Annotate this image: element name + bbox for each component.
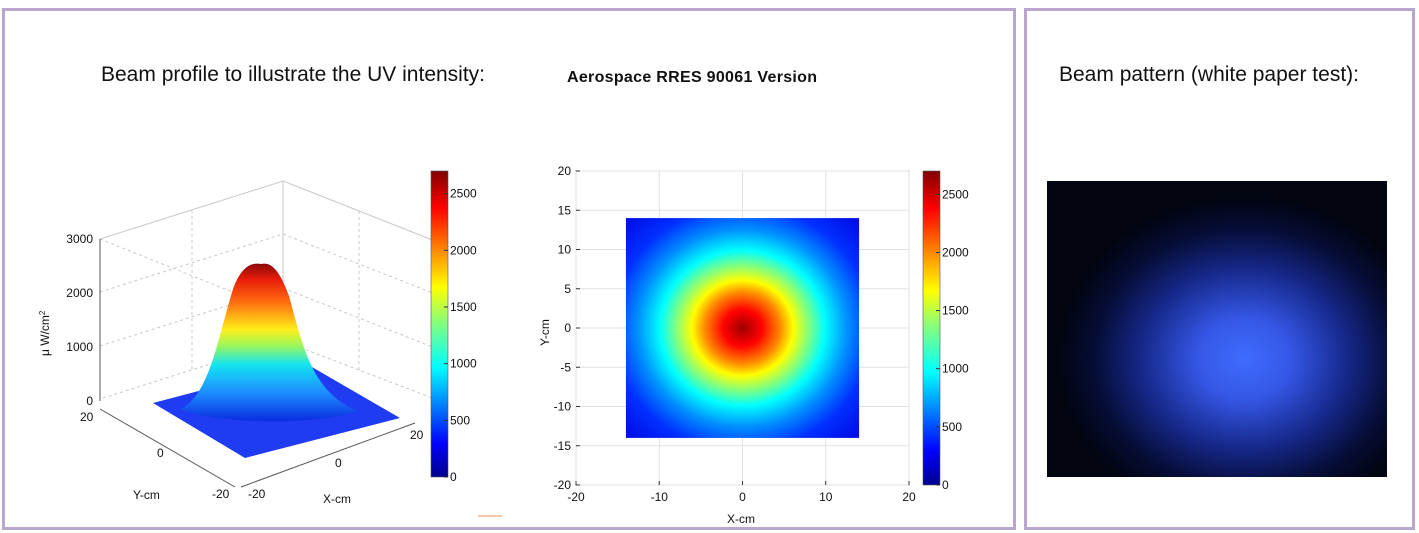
y-tick-label: 20	[558, 164, 572, 178]
y-axis-label-3d: Y-cm	[133, 488, 160, 502]
y-tick-label: 5	[564, 282, 571, 296]
z-tick-label: 0	[86, 394, 93, 408]
colorbar-tick-label: 0	[450, 470, 457, 484]
beam-pattern-panel: Beam pattern (white paper test):	[1024, 8, 1415, 530]
heatmap-image	[625, 218, 860, 438]
heatmap-x-label: X-cm	[727, 512, 755, 526]
heatmap-y-label: Y-cm	[538, 319, 552, 346]
colorbar-tick-label: 500	[450, 413, 470, 427]
y-tick-label: -15	[554, 439, 572, 453]
colorbar-tick-label: 1500	[450, 300, 477, 314]
z-axis-label: μ W/cm2	[38, 310, 53, 356]
y-tick-label: 0	[564, 321, 571, 335]
colorbar-tick-label: 1500	[942, 304, 969, 318]
x-tick-label: -20	[567, 490, 585, 504]
x-axis-label-3d: X-cm	[323, 492, 351, 506]
surface-peak	[181, 263, 357, 422]
x-tick-label: 20	[902, 490, 916, 504]
colorbar-tick-label: 500	[942, 420, 962, 434]
beam-pattern-heading: Beam pattern (white paper test):	[1059, 63, 1359, 86]
z-axis-ticks: 0 1000 2000 3000	[66, 232, 93, 408]
z-tick-label: 2000	[66, 286, 93, 300]
colorbar-tick-label: 2500	[450, 187, 477, 201]
y-tick-label: -5	[560, 360, 571, 374]
colorbar-3d-ticks: 0 500 1000 1500 2000 2500	[444, 187, 477, 484]
x-tick-label: 10	[819, 490, 833, 504]
beam-pattern-photo	[1047, 181, 1387, 477]
version-heading: Aerospace RRES 90061 Version	[567, 69, 818, 86]
x-tick-3d: -20	[248, 487, 266, 501]
colorbar-heatmap	[923, 171, 940, 485]
heatmap-x-ticks: -20 -10 0 10 20	[567, 481, 916, 504]
heatmap-y-ticks: -20 -15 -10 -5 0 5 10 15 20	[554, 164, 580, 492]
colorbar-heatmap-ticks: 0 500 1000 1500 2000 2500	[936, 187, 969, 492]
x-tick-3d: 20	[410, 428, 424, 442]
colorbar-tick-label: 1000	[942, 362, 969, 376]
y-tick-label: 15	[558, 203, 572, 217]
x-tick-label: -10	[651, 490, 669, 504]
x-tick-label: 0	[739, 490, 746, 504]
colorbar-tick-label: 2000	[450, 243, 477, 257]
y-tick-3d: 20	[80, 410, 94, 424]
z-tick-label: 3000	[66, 232, 93, 246]
colorbar-tick-label: 1000	[450, 357, 477, 371]
x-tick-3d: 0	[335, 456, 342, 470]
beam-profile-panel: Beam profile to illustrate the UV intens…	[2, 8, 1016, 530]
colorbar-tick-label: 2500	[942, 187, 969, 201]
colorbar-tick-label: 2000	[942, 245, 969, 259]
y-tick-3d: 0	[157, 446, 164, 460]
y-tick-label: -10	[554, 400, 572, 414]
beam-profile-heading: Beam profile to illustrate the UV intens…	[101, 63, 486, 86]
y-tick-label: -20	[554, 478, 572, 492]
z-tick-label: 1000	[66, 340, 93, 354]
y-tick-3d: -20	[212, 487, 230, 501]
y-tick-label: 10	[558, 243, 572, 257]
colorbar-3d	[431, 171, 448, 477]
colorbar-tick-label: 0	[942, 478, 949, 492]
